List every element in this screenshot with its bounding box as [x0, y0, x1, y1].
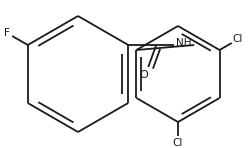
Text: F: F — [4, 28, 10, 38]
Text: Cl: Cl — [233, 34, 243, 45]
Text: O: O — [140, 70, 149, 80]
Text: NH: NH — [177, 38, 192, 48]
Text: Cl: Cl — [173, 138, 183, 148]
